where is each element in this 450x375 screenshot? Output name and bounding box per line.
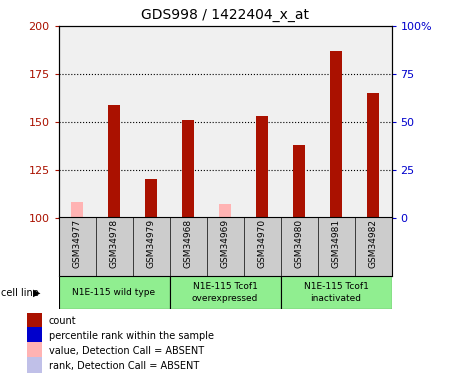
Text: N1E-115 Tcof1
overexpressed: N1E-115 Tcof1 overexpressed (192, 282, 258, 303)
Bar (27, 327, 42, 344)
Text: GSM34970: GSM34970 (257, 219, 266, 268)
Text: GSM34969: GSM34969 (220, 219, 230, 268)
Text: N1E-115 Tcof1
inactivated: N1E-115 Tcof1 inactivated (304, 282, 369, 303)
Bar (329, 51, 342, 217)
Text: percentile rank within the sample: percentile rank within the sample (49, 331, 214, 340)
Bar (27, 312, 42, 329)
Text: rank, Detection Call = ABSENT: rank, Detection Call = ABSENT (49, 361, 199, 370)
Text: GSM34979: GSM34979 (147, 219, 156, 268)
Title: GDS998 / 1422404_x_at: GDS998 / 1422404_x_at (141, 9, 309, 22)
Text: N1E-115 wild type: N1E-115 wild type (72, 288, 156, 297)
Bar (144, 179, 158, 218)
Text: ▶: ▶ (33, 288, 40, 297)
Bar (367, 93, 379, 218)
Text: count: count (49, 316, 76, 326)
Text: cell line: cell line (1, 288, 39, 297)
Bar (58, 276, 170, 309)
Text: GSM34981: GSM34981 (332, 219, 341, 268)
Text: GSM34982: GSM34982 (369, 219, 378, 268)
Bar (280, 276, 392, 309)
Bar (181, 120, 194, 218)
Text: value, Detection Call = ABSENT: value, Detection Call = ABSENT (49, 346, 204, 355)
Bar (292, 145, 306, 218)
Bar (108, 105, 121, 218)
Bar (27, 342, 42, 359)
Text: GSM34978: GSM34978 (109, 219, 118, 268)
Text: GSM34980: GSM34980 (294, 219, 303, 268)
Text: GSM34977: GSM34977 (72, 219, 81, 268)
Bar (71, 202, 84, 217)
Bar (27, 357, 42, 374)
Bar (170, 276, 280, 309)
Bar (219, 204, 231, 218)
Text: GSM34968: GSM34968 (184, 219, 193, 268)
Bar (256, 116, 269, 218)
